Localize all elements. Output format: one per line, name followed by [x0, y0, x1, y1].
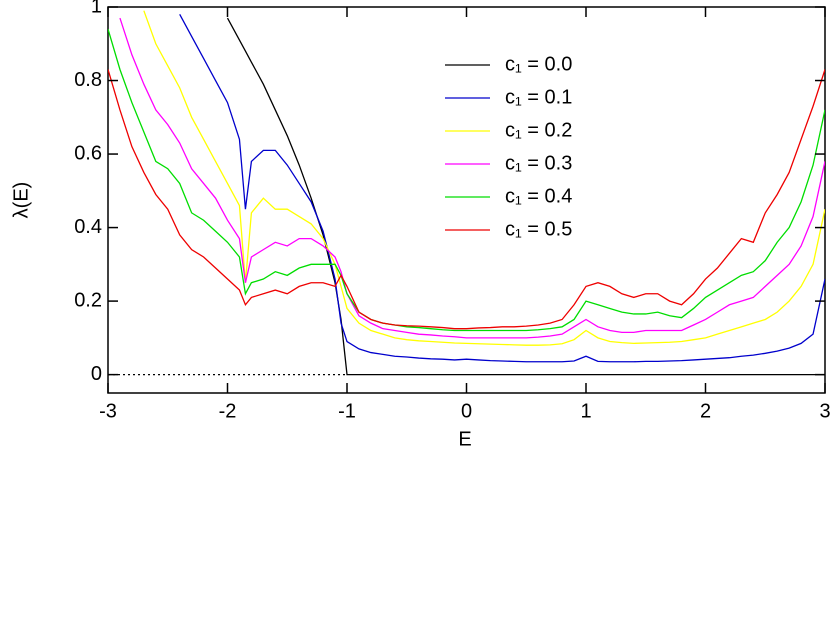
y-tick-label: 1 [91, 0, 102, 17]
series-line [108, 69, 825, 330]
series-line [108, 28, 825, 332]
y-tick-label: 0.8 [74, 69, 102, 91]
x-tick-label: -2 [219, 400, 237, 422]
x-tick-label: -1 [338, 400, 356, 422]
series-line [119, 17, 825, 339]
y-tick-label: 0.2 [74, 289, 102, 311]
legend-label: c₁ = 0.2 [505, 119, 572, 141]
series-line [179, 14, 825, 363]
x-tick-label: -3 [99, 400, 117, 422]
series-line [143, 10, 825, 346]
y-tick-label: 0.4 [74, 216, 102, 238]
x-tick-label: 1 [580, 400, 591, 422]
y-tick-label: 0 [91, 363, 102, 385]
legend-label: c₁ = 0.4 [505, 185, 572, 207]
y-axis-label: λ(E) [10, 182, 32, 219]
legend-label: c₁ = 0.5 [505, 218, 572, 240]
y-tick-label: 0.6 [74, 142, 102, 164]
x-tick-label: 2 [700, 400, 711, 422]
x-tick-label: 0 [461, 400, 472, 422]
legend-label: c₁ = 0.3 [505, 152, 572, 174]
x-tick-label: 3 [819, 400, 830, 422]
legend-label: c₁ = 0.0 [505, 53, 572, 75]
x-axis-label: E [458, 428, 471, 450]
legend-label: c₁ = 0.1 [505, 86, 572, 108]
plot-lines [108, 10, 825, 376]
